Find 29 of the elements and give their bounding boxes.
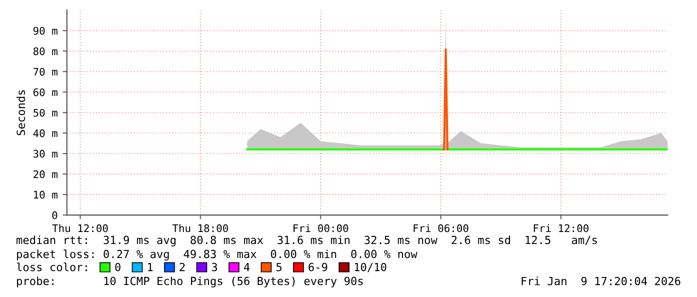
y-tick-label: 50 m	[34, 108, 58, 117]
legend-label: 0	[115, 262, 120, 272]
text: loss color:	[16, 262, 87, 272]
legend-label: 2	[180, 262, 185, 272]
y-tick-label: 0	[52, 211, 58, 220]
x-tick-label: Thu 18:00	[172, 224, 228, 232]
legend-label: 5	[276, 262, 282, 272]
y-tick-label: 80 m	[33, 47, 58, 56]
legend-label: 10/10	[354, 262, 386, 272]
y-tick-label: 60 m	[33, 88, 58, 96]
legend-label: 3	[212, 262, 218, 272]
text: packet loss: 0.27 % avg 49.83 % max 0.00 % min 0.00 % now	[17, 250, 418, 260]
x-tick-label: Fri 12:00	[534, 224, 588, 232]
x-tick-label: Thu 12:00	[52, 224, 108, 232]
y-tick-label: 90 m	[33, 26, 58, 35]
y-tick-label: 10 m	[34, 190, 58, 199]
y-tick-label: 70 m	[34, 68, 58, 76]
y-tick-label: 40 m	[33, 129, 58, 138]
y-axis-title: Seconds	[16, 90, 26, 136]
legend-label: 1	[148, 262, 153, 272]
x-tick-label: Fri 00:00	[294, 224, 348, 232]
y-tick-label: 20 m	[34, 170, 58, 178]
text: median rtt: 31.9 ms avg 80.8 ms max 31.6 ms min 32.5 ms now 2.6 ms sd 12.5 am/s	[16, 236, 597, 246]
x-tick-label: Fri 06:00	[414, 224, 468, 232]
y-tick-label: 30 m	[33, 150, 58, 158]
legend-label: 6-9	[308, 262, 328, 272]
legend-label: 4	[244, 262, 250, 272]
text: probe: 10 ICMP Echo Pings (56 Bytes) every 90s	[17, 276, 363, 288]
text: Fri Jan 9 17:20:04 2026	[522, 276, 680, 286]
